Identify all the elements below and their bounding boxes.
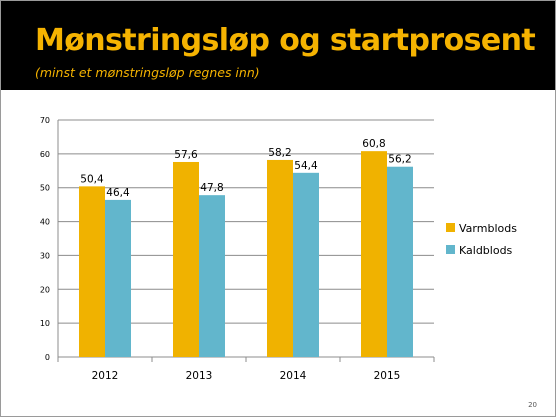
data-label: 60,8 (362, 138, 385, 150)
data-label: 57,6 (174, 149, 198, 161)
y-tick-label: 50 (40, 184, 50, 193)
bar-kaldblods (105, 199, 131, 357)
data-label: 47,8 (200, 182, 223, 194)
bar-chart: 0 10 20 30 40 50 60 70 2012 50,446,4 2013 57,6 47,8 2… (40, 116, 517, 382)
legend-label: Kaldblods (459, 244, 513, 257)
data-label: 56,2 (388, 154, 411, 166)
y-tick-label: 30 (40, 251, 50, 260)
legend-label: Varmblods (459, 222, 517, 235)
y-tick-label: 70 (40, 116, 50, 125)
data-label: 46,4 (106, 187, 130, 199)
y-tick-label: 0 (45, 353, 50, 362)
bar-kaldblods (387, 166, 413, 357)
y-tick-label: 60 (40, 150, 50, 159)
y-tick-label: 10 (40, 319, 50, 328)
x-tick-label: 2013 (186, 370, 213, 382)
bar-kaldblods (293, 172, 319, 357)
bar-varmblods (79, 186, 105, 357)
slide-subtitle: (minst et mønstringsløp regnes inn) (35, 65, 260, 80)
x-tick-label: 2014 (280, 370, 307, 382)
slide-header: Mønstringsløp og startprosent (minst et … (1, 1, 555, 90)
y-tick-label: 40 (40, 218, 50, 227)
data-label: 58,2 (268, 147, 291, 159)
legend-swatch (446, 223, 455, 232)
page-number: 20 (528, 401, 537, 409)
bar-kaldblods (199, 195, 225, 357)
y-tick-label: 20 (40, 285, 50, 294)
slide-title: Mønstringsløp og startprosent (35, 23, 536, 58)
x-tick-label: 2012 (92, 370, 119, 382)
data-label: 54,4 (294, 160, 318, 172)
bar-varmblods (173, 161, 199, 357)
bar-varmblods (361, 151, 387, 357)
bar-varmblods (267, 159, 293, 357)
data-label: 50,4 (80, 173, 104, 185)
legend-swatch (446, 245, 455, 254)
x-tick-label: 2015 (374, 370, 401, 382)
